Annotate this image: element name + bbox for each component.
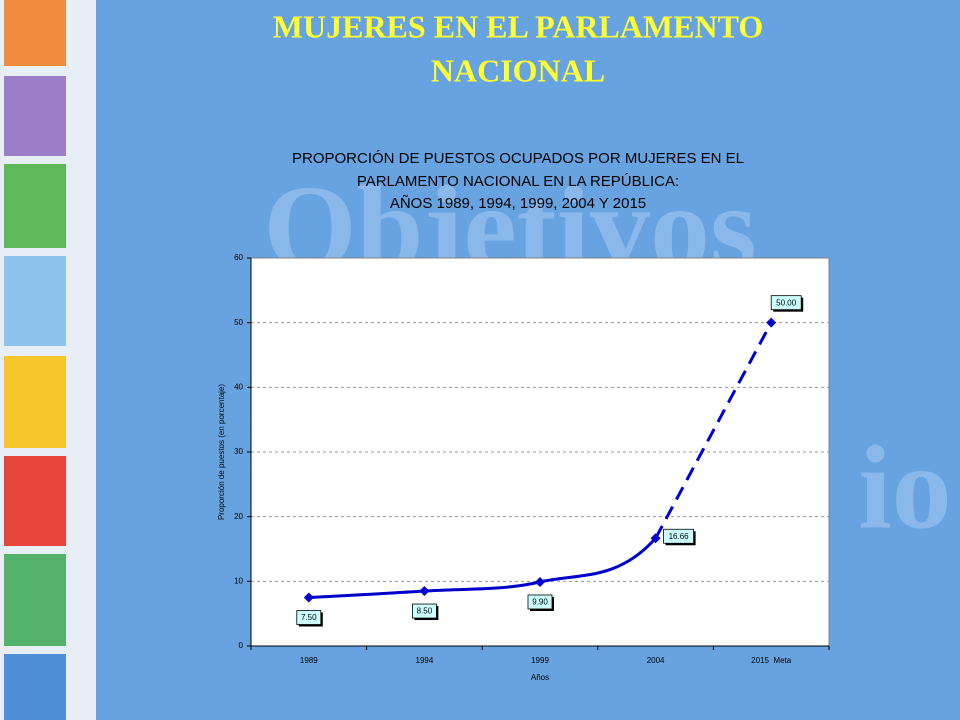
point <box>419 586 430 597</box>
y-tick-label: 20 <box>234 512 243 521</box>
label-box <box>411 603 437 619</box>
x-tick-label: 2015 Meta <box>751 656 792 665</box>
tile <box>4 76 66 156</box>
x-axis-label: Años <box>531 673 549 682</box>
data-label: 7.50 <box>301 613 317 622</box>
y-tick-label: 60 <box>234 253 243 262</box>
label-box <box>663 528 694 544</box>
tile <box>4 0 66 66</box>
label-box <box>527 594 553 610</box>
y-tick-label: 0 <box>239 641 244 650</box>
label-box <box>296 610 322 625</box>
chart-title: PROPORCIÓN DE PUESTOS OCUPADOS POR MUJER… <box>292 150 744 167</box>
x-tick-label: 1989 <box>300 656 318 665</box>
line-target <box>654 321 773 539</box>
data-label: 16.66 <box>669 532 690 541</box>
point <box>535 576 545 587</box>
data-label: 50.00 <box>776 298 797 307</box>
y-tick-label: 10 <box>234 576 243 585</box>
tile <box>4 456 66 546</box>
tile <box>4 554 66 646</box>
label-box <box>770 295 802 311</box>
tile <box>4 356 66 448</box>
chart-title: AÑOS 1989, 1994, 1999, 2004 Y 2015 <box>390 195 646 212</box>
x-tick-label: 1999 <box>531 656 549 665</box>
y-tick-label: 30 <box>234 447 243 456</box>
point <box>766 317 777 328</box>
x-tick-label: 1994 <box>416 656 434 665</box>
slide-title: NACIONAL <box>431 52 605 88</box>
watermark: io <box>858 421 951 554</box>
tile <box>4 654 66 720</box>
y-tick-label: 50 <box>234 318 243 327</box>
side-strip <box>0 0 96 720</box>
data-label: 9.90 <box>532 598 548 607</box>
line-actual <box>308 537 657 599</box>
tile <box>4 164 66 248</box>
x-tick-label: 2004 <box>647 656 665 665</box>
y-axis-label: Proporción de puestos (en porcentaje) <box>217 384 226 520</box>
point <box>303 592 314 603</box>
data-label: 8.50 <box>417 607 433 616</box>
chart-title: PARLAMENTO NACIONAL EN LA REPÚBLICA: <box>357 173 679 190</box>
y-tick-label: 40 <box>234 382 243 391</box>
tile <box>4 256 66 346</box>
point <box>650 533 661 544</box>
slide-title: MUJERES EN EL PARLAMENTO <box>273 8 763 44</box>
